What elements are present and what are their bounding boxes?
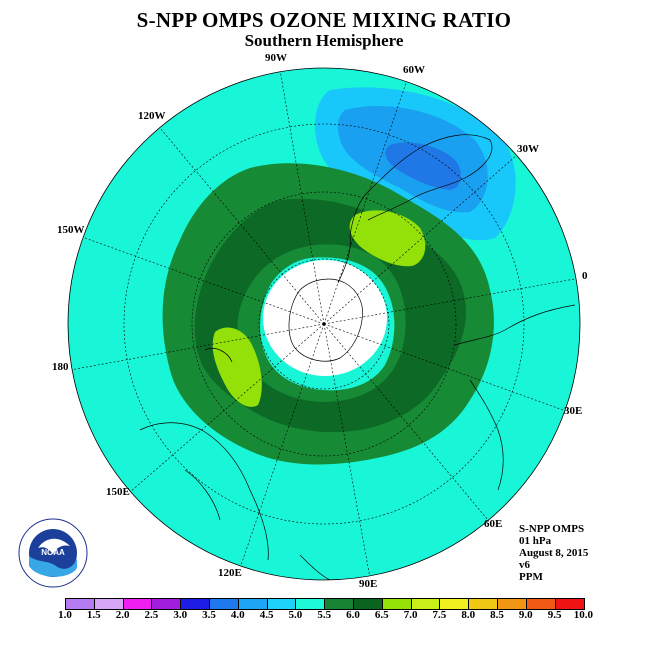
colorbar-swatch <box>325 599 354 609</box>
colorbar-swatch <box>123 599 153 609</box>
colorbar-swatch <box>66 599 95 609</box>
lon-label-60e: 60E <box>484 518 502 530</box>
info-units: PPM <box>519 571 543 583</box>
colorbar-tick-label: 9.0 <box>518 609 533 621</box>
info-panel: S-NPP OMPS 01 hPa August 8, 2015 v6 PPM <box>519 523 588 583</box>
colorbar-swatch <box>526 599 556 609</box>
colorbar-tick-label: 3.5 <box>202 609 216 621</box>
colorbar-swatch <box>469 599 498 609</box>
lon-label-90w: 90W <box>265 52 287 64</box>
info-product: S-NPP OMPS <box>519 523 585 535</box>
colorbar-swatch <box>497 599 527 609</box>
colorbar-swatch <box>94 599 124 609</box>
colorbar-swatch <box>209 599 239 609</box>
colorbar-tick-label: 1.0 <box>58 609 72 621</box>
info-level: 01 hPa <box>519 535 552 547</box>
lon-label-30w: 30W <box>517 143 539 155</box>
colorbar-tick-label: 7.0 <box>403 609 418 621</box>
lon-label-90e: 90E <box>359 578 377 590</box>
colorbar-tick-label: 6.5 <box>374 609 389 621</box>
colorbar-swatch <box>238 599 268 609</box>
map-border <box>67 67 581 581</box>
colorbar-tick-label: 10.0 <box>573 609 594 621</box>
colorbar-swatch <box>296 599 326 609</box>
colorbar-tick-label: 3.0 <box>173 609 188 621</box>
contour-6.0-6.5-east <box>349 210 426 267</box>
lon-label-30e: 30E <box>564 405 582 417</box>
no-data-region <box>263 260 387 376</box>
lon-label-150e: 150E <box>106 486 130 498</box>
colorbar-tick-label: 2.5 <box>144 609 159 621</box>
noaa-logo: NOAA <box>18 518 88 588</box>
info-version: v6 <box>519 559 530 571</box>
longitude-labels: 90W 60W 30W 0 30E 60E 90E 120E 150E 180 … <box>52 52 588 590</box>
colorbar-swatch <box>152 599 182 609</box>
lon-label-60w: 60W <box>403 64 425 76</box>
contour-small-spot <box>411 338 439 366</box>
coastlines <box>139 134 576 580</box>
colorbar-tick-label: 6.0 <box>346 609 360 621</box>
contour-6.0-6.5-west <box>212 327 262 407</box>
map-title: S-NPP OMPS OZONE MIXING RATIO <box>136 8 512 32</box>
lon-label-120w: 120W <box>138 110 166 122</box>
colorbar-swatch <box>353 599 383 609</box>
graticule <box>69 69 580 579</box>
contour-3.0-3.5 <box>385 142 462 190</box>
colorbar-tick-label: 2.0 <box>115 609 130 621</box>
colorbar-tick-label: 9.5 <box>547 609 562 621</box>
lon-label-150w: 150W <box>57 224 85 236</box>
colorbar-tick-label: 5.5 <box>317 609 332 621</box>
colorbar-swatch <box>382 599 412 609</box>
svg-text:NOAA: NOAA <box>41 548 65 557</box>
colorbar-tick-label: 4.0 <box>230 609 245 621</box>
colorbar-tick-label: 1.5 <box>86 609 101 621</box>
colorbar-tick-label: 5.0 <box>288 609 303 621</box>
colorbar-swatch <box>411 599 441 609</box>
colorbar-tick-label: 4.5 <box>259 609 274 621</box>
ozone-field <box>68 68 580 580</box>
colorbar-tick-label: 8.0 <box>461 609 476 621</box>
colorbar-ticks: 1.0 1.5 2.0 2.5 3.0 3.5 4.0 4.5 5.0 5.5 6.0 6.5 7.0 7… <box>52 609 612 623</box>
lon-label-180: 180 <box>52 361 69 373</box>
colorbar-tick-label: 7.5 <box>432 609 447 621</box>
lon-label-0: 0 <box>582 270 588 282</box>
colorbar <box>65 598 586 610</box>
lon-label-120e: 120E <box>218 567 242 579</box>
colorbar-swatch <box>440 599 470 609</box>
colorbar-swatch <box>267 599 297 609</box>
map-subtitle: Southern Hemisphere <box>244 31 404 50</box>
colorbar-swatch <box>555 599 585 609</box>
info-date: August 8, 2015 <box>519 547 589 559</box>
colorbar-tick-label: 8.5 <box>490 609 504 621</box>
colorbar-swatch <box>181 599 210 609</box>
